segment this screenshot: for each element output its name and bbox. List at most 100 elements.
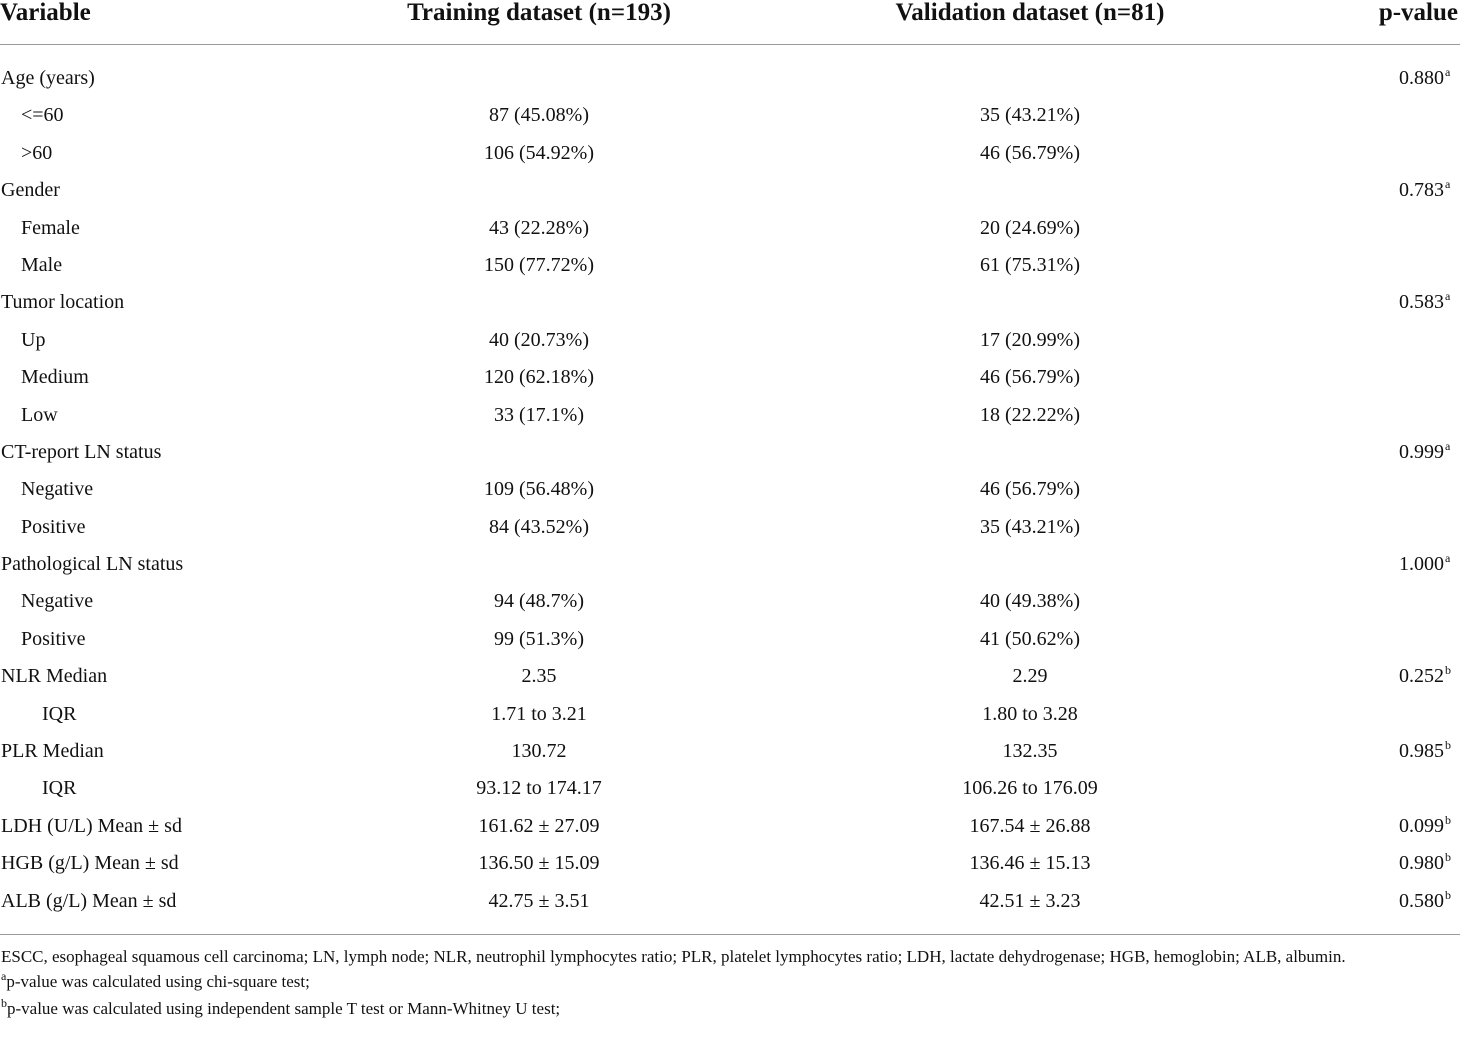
table-footnotes: ESCC, esophageal squamous cell carcinoma… [0,944,1460,1023]
row-training-value: 130.72 [511,740,567,763]
row-variable-label: HGB (g/L) Mean ± sd [1,852,179,875]
p-value-superscript: b [1445,850,1451,865]
header-training-dataset: Training dataset (n=193) [407,0,671,26]
row-variable-label: Female [21,216,80,239]
row-training-value: 43 (22.28%) [489,216,589,239]
row-p-value: 0.999 a [1399,438,1451,463]
row-variable-label: IQR [42,777,77,800]
row-variable-label: NLR Median [1,665,108,688]
row-training-value: 150 (77.72%) [484,253,594,276]
footnote-b: bp-value was calculated using independen… [0,996,1460,1023]
footnote-a-mark: a [1,969,7,983]
row-variable-label: PLR Median [1,740,104,763]
row-validation-value: 1.80 to 3.28 [982,702,1078,725]
row-training-value: 33 (17.1%) [494,403,584,426]
row-p-value: 0.583 a [1399,289,1451,314]
row-training-value: 1.71 to 3.21 [491,702,587,725]
p-value-superscript: a [1445,438,1451,453]
footnote-abbreviations: ESCC, esophageal squamous cell carcinoma… [1,947,1346,966]
p-value-superscript: b [1445,738,1451,753]
row-p-value: 0.880 a [1399,65,1451,89]
table-row: IQR 93.12 to 174.17 106.26 to 176.09 [0,770,1460,807]
table-body: Age (years) 0.880 a <=60 87 (45.08%) 35 (43.2… [0,45,1460,920]
row-validation-value: 136.46 ± 15.13 [969,852,1091,875]
row-variable-label: Low [21,403,58,426]
table-row: Up 40 (20.73%) 17 (20.99%) [0,322,1460,359]
table-row: Positive 84 (43.52%) 35 (43.21%) [0,509,1460,546]
table-row: NLR Median 2.35 2.29 0.252 b [0,658,1460,695]
footnote-a-text: p-value was calculated using chi-square … [6,972,310,991]
row-validation-value: 17 (20.99%) [980,328,1080,351]
header-variable: Variable [0,0,91,26]
table-bottom-rule [0,934,1460,935]
row-variable-label: IQR [42,702,77,725]
row-variable-label: Pathological LN status [1,553,184,576]
row-training-value: 106 (54.92%) [484,141,594,164]
table-row: Female 43 (22.28%) 20 (24.69%) [0,210,1460,247]
row-p-value: 0.252 b [1399,663,1451,688]
p-value-superscript: b [1445,887,1451,902]
row-variable-label: Male [21,253,63,276]
row-variable-label: Gender [1,179,60,202]
p-value-superscript: a [1445,289,1451,304]
row-p-value: 0.985 b [1399,738,1451,763]
table-row: IQR 1.71 to 3.21 1.80 to 3.28 [0,696,1460,733]
row-validation-value: 167.54 ± 26.88 [969,814,1091,837]
row-validation-value: 106.26 to 176.09 [962,777,1098,800]
row-variable-label: Medium [21,366,89,389]
table-row: Low 33 (17.1%) 18 (22.22%) [0,397,1460,434]
row-validation-value: 132.35 [1002,740,1058,763]
table-row: PLR Median 130.72 132.35 0.985 b [0,733,1460,770]
table-row: Gender 0.783 a [0,172,1460,209]
row-validation-value: 46 (56.79%) [980,141,1080,164]
row-variable-label: Negative [21,478,94,501]
row-variable-label: LDH (U/L) Mean ± sd [1,814,182,837]
footnote-a: ap-value was calculated using chi-square… [0,969,1460,996]
table-row: LDH (U/L) Mean ± sd 161.62 ± 27.09 167.54 … [0,808,1460,845]
row-variable-label: ALB (g/L) Mean ± sd [1,889,177,912]
table-row: Medium 120 (62.18%) 46 (56.79%) [0,359,1460,396]
row-validation-value: 20 (24.69%) [980,216,1080,239]
p-value-superscript: a [1445,65,1451,79]
table-row: ALB (g/L) Mean ± sd 42.75 ± 3.51 42.51 ± 3… [0,883,1460,920]
table-header-row: Variable Training dataset (n=193) Valida… [0,0,1460,45]
row-variable-label: >60 [21,141,53,164]
row-p-value: 0.099 b [1399,812,1451,837]
row-validation-value: 46 (56.79%) [980,366,1080,389]
footnote-b-text: p-value was calculated using independent… [7,999,561,1018]
table-row: Positive 99 (51.3%) 41 (50.62%) [0,621,1460,658]
row-validation-value: 35 (43.21%) [980,104,1080,127]
row-training-value: 161.62 ± 27.09 [478,814,600,837]
table-row: HGB (g/L) Mean ± sd 136.50 ± 15.09 136.46 … [0,845,1460,882]
footnote-b-mark: b [1,996,7,1010]
row-variable-label: Positive [21,627,86,650]
row-training-value: 136.50 ± 15.09 [478,852,600,875]
row-training-value: 93.12 to 174.17 [476,777,602,800]
table-row: Pathological LN status 1.000 a [0,546,1460,583]
row-variable-label: Positive [21,515,86,538]
row-variable-label: <=60 [21,104,64,127]
table-row: Male 150 (77.72%) 61 (75.31%) [0,247,1460,284]
table-row: CT-report LN status 0.999 a [0,434,1460,471]
row-validation-value: 41 (50.62%) [980,627,1080,650]
row-variable-label: Negative [21,590,94,613]
row-training-value: 109 (56.48%) [484,478,594,501]
row-training-value: 87 (45.08%) [489,104,589,127]
table-row: <=60 87 (45.08%) 35 (43.21%) [0,97,1460,134]
row-p-value: 0.580 b [1399,887,1451,912]
row-training-value: 42.75 ± 3.51 [488,889,590,912]
row-validation-value: 42.51 ± 3.23 [979,889,1081,912]
row-validation-value: 61 (75.31%) [980,253,1080,276]
row-validation-value: 2.29 [1012,665,1048,688]
table-row: Negative 109 (56.48%) 46 (56.79%) [0,471,1460,508]
p-value-superscript: a [1445,177,1451,192]
table-row: >60 106 (54.92%) 46 (56.79%) [0,135,1460,172]
p-value-superscript: a [1445,551,1451,566]
row-variable-label: Tumor location [1,291,125,314]
row-p-value: 0.980 b [1399,850,1451,875]
row-training-value: 84 (43.52%) [489,515,589,538]
row-training-value: 94 (48.7%) [494,590,584,613]
row-validation-value: 18 (22.22%) [980,403,1080,426]
row-validation-value: 46 (56.79%) [980,478,1080,501]
row-p-value: 0.783 a [1399,177,1451,202]
